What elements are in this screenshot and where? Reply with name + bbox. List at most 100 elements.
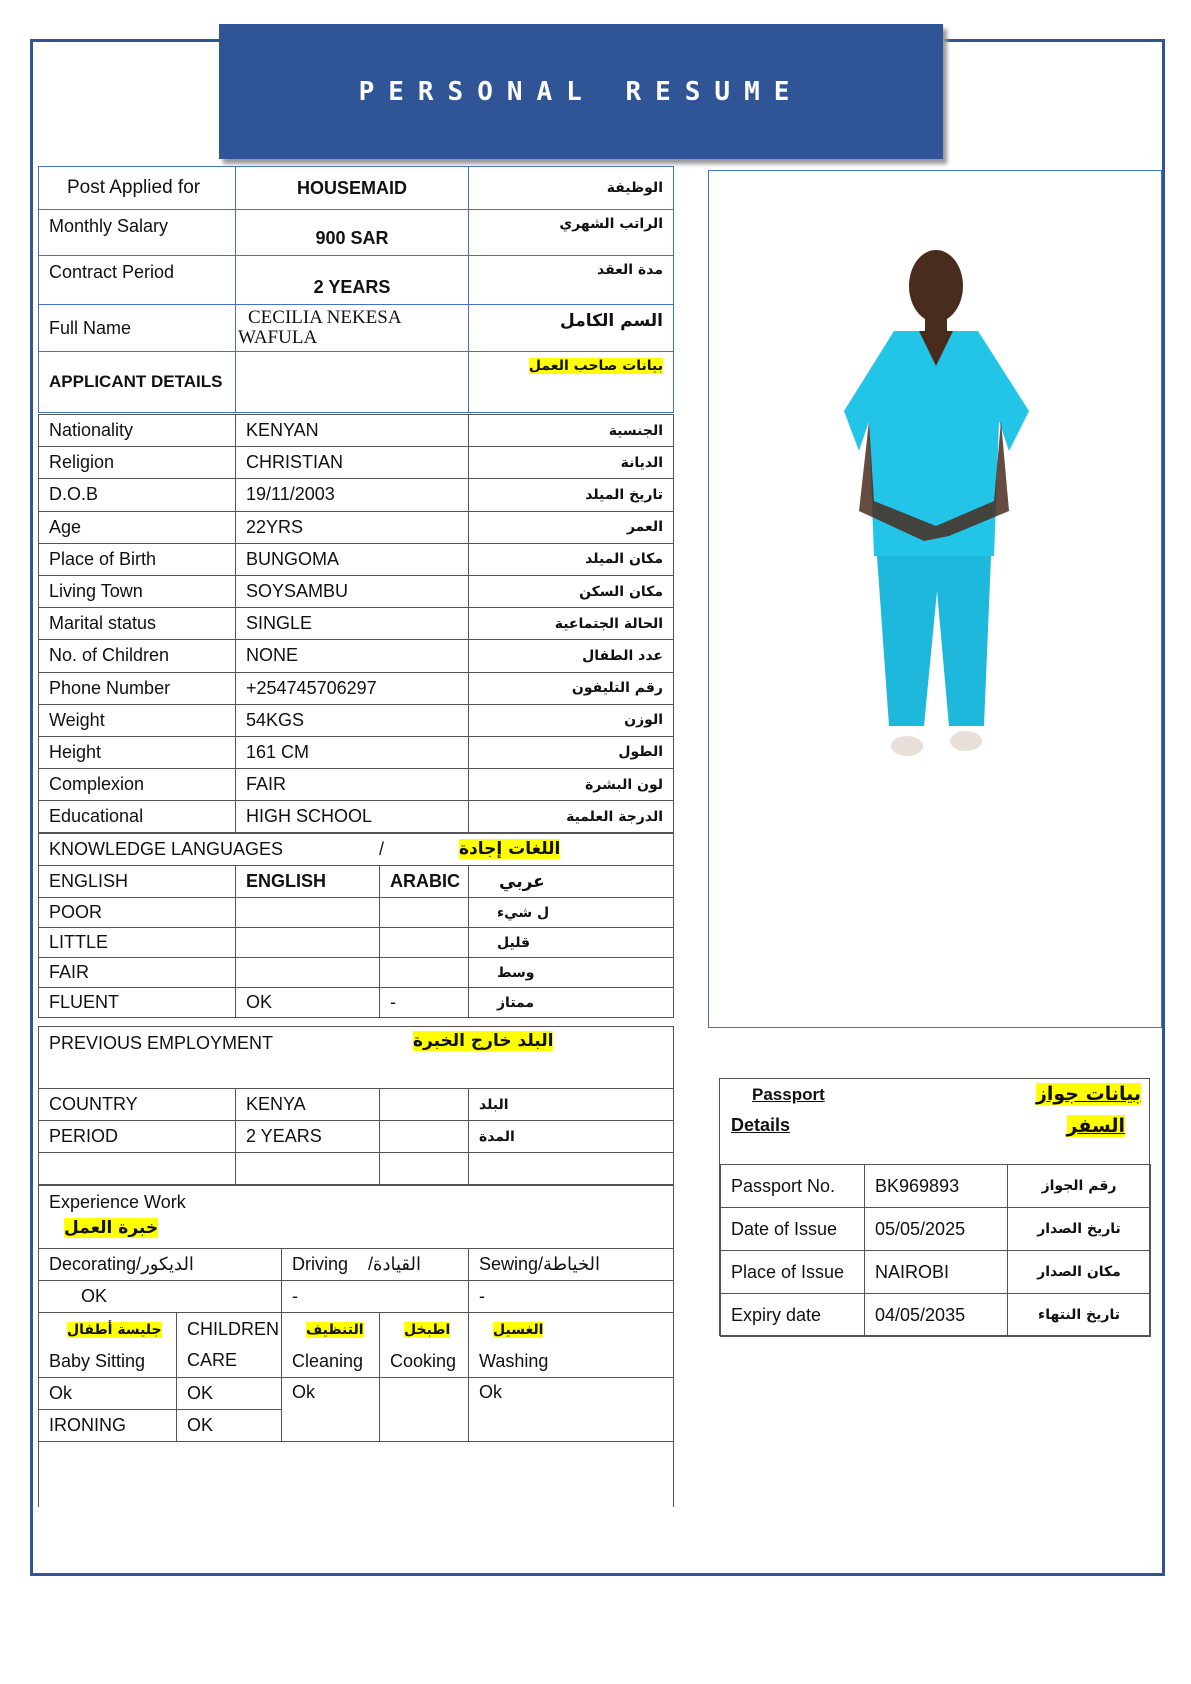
header-table: Post Applied for HOUSEMAID الوظيفة Monthly… [38, 166, 674, 413]
field-arabic: رقم التليفون [468, 671, 674, 705]
employment-extra [379, 1088, 469, 1121]
english-value [235, 927, 380, 958]
page-title: PERSONAL RESUME [358, 76, 804, 107]
level-arabic: ل شيء [468, 897, 674, 928]
table-row: Religion CHRISTIAN الديانة [38, 446, 674, 480]
passport-label: Expiry date [720, 1293, 865, 1337]
field-arabic: عدد الطفال [468, 639, 674, 673]
field-arabic: الجنسية [468, 413, 674, 448]
english-value: OK [235, 987, 380, 1018]
row-post: Post Applied for HOUSEMAID الوظيفة [38, 166, 674, 210]
table-row: Height 161 CM الطول [38, 735, 674, 770]
details-table: Nationality KENYAN الجنسية Religion CHRISTIA… [38, 413, 674, 834]
passport-label: Passport No. [720, 1164, 865, 1208]
applicant-photo [708, 170, 1162, 1028]
field-arabic: تاريخ الميلد [468, 478, 674, 512]
table-row: Nationality KENYAN الجنسية [38, 413, 674, 448]
skills-table: Decorating/الديكور Driving /القيادة Sewing… [38, 1248, 674, 1507]
languages-table: KNOWLEDGE LANGUAGES / اللغات إجادة ENGLISH… [38, 833, 674, 1018]
field-label: D.O.B [38, 478, 236, 512]
field-arabic: الديانة [468, 446, 674, 480]
passport-arabic: تاريخ الصدار [1007, 1207, 1151, 1251]
passport-arabic: رقم الجواز [1007, 1164, 1151, 1208]
field-arabic: مكان السكن [468, 574, 674, 609]
employment-arabic [467, 1152, 675, 1185]
table-row: Passport No. BK969893 رقم الجواز [720, 1164, 1151, 1208]
field-label: Place of Birth [38, 542, 236, 576]
passport-table: Passport No. BK969893 رقم الجواز Date of Is… [720, 1164, 1151, 1337]
row-contract: Contract Period 2 YEARS مدة العقد [38, 255, 674, 305]
level-arabic: وسط [468, 957, 674, 988]
field-label: Phone Number [38, 671, 236, 705]
passport-label: Date of Issue [720, 1207, 865, 1251]
table-row: FAIR وسط [38, 957, 674, 988]
field-value: NONE [235, 639, 469, 673]
experience-table: Experience Work خبرة العمل [38, 1185, 674, 1249]
arabic-value [379, 957, 469, 988]
field-label: Living Town [38, 574, 236, 609]
table-row: Age 22YRS العمر [38, 510, 674, 544]
field-label: Nationality [38, 413, 236, 448]
field-label: Religion [38, 446, 236, 480]
language-level: POOR [38, 897, 236, 928]
title-banner: PERSONAL RESUME [219, 24, 943, 159]
field-arabic: لون البشرة [468, 768, 674, 802]
passport-label: Place of Issue [720, 1250, 865, 1294]
table-row: FLUENT OK - ممتاز [38, 987, 674, 1018]
row-applicant-details: APPLICANT DETAILS بيانات صاحب العمل [38, 351, 674, 413]
arabic-value: - [379, 987, 469, 1018]
table-row: Marital status SINGLE الحالة الجتماعية [38, 607, 674, 641]
employment-label: PERIOD [38, 1120, 236, 1153]
languages-columns: ENGLISH ENGLISH ARABIC عربي [38, 865, 674, 898]
field-arabic: الوزن [468, 703, 674, 737]
field-value: 161 CM [235, 735, 469, 770]
employment-arabic: المدة [467, 1120, 675, 1153]
level-arabic: ممتاز [468, 987, 674, 1018]
employment-value: 2 YEARS [235, 1120, 380, 1153]
employment-table: PREVIOUS EMPLOYMENT البلد خارج الخبرة COU… [37, 1026, 675, 1185]
employment-extra [379, 1152, 469, 1185]
table-row: Educational HIGH SCHOOL الدرجة العلمية [38, 800, 674, 834]
field-value: SINGLE [235, 607, 469, 641]
field-label: Marital status [38, 607, 236, 641]
person-photo [844, 250, 1029, 756]
field-arabic: العمر [468, 510, 674, 544]
employment-label [38, 1152, 236, 1185]
table-row: COUNTRY KENYA البلد [38, 1088, 675, 1121]
table-row: Place of Issue NAIROBI مكان الصدار [720, 1250, 1151, 1294]
passport-arabic: مكان الصدار [1007, 1250, 1151, 1294]
arabic-value [379, 927, 469, 958]
table-row: Complexion FAIR لون البشرة [38, 768, 674, 802]
field-label: Age [38, 510, 236, 544]
field-value: KENYAN [235, 413, 469, 448]
language-level: LITTLE [38, 927, 236, 958]
english-value [235, 897, 380, 928]
table-row: Place of Birth BUNGOMA مكان الميلد [38, 542, 674, 576]
field-value: 22YRS [235, 510, 469, 544]
field-label: Weight [38, 703, 236, 737]
field-value: 54KGS [235, 703, 469, 737]
passport-section: Passport Details بيانات جواز السفر Passp… [719, 1078, 1151, 1337]
field-value: 19/11/2003 [235, 478, 469, 512]
field-arabic: الدرجة العلمية [468, 800, 674, 834]
table-row: Phone Number +254745706297 رقم التليفون [38, 671, 674, 705]
table-row [38, 1152, 675, 1185]
table-row: No. of Children NONE عدد الطفال [38, 639, 674, 673]
field-arabic: الحالة الجتماعية [468, 607, 674, 641]
arabic-value [379, 897, 469, 928]
field-value: SOYSAMBU [235, 574, 469, 609]
row-fullname: Full Name CECILIA NEKESA WAFULA السم الكام… [38, 304, 674, 352]
table-row: D.O.B 19/11/2003 تاريخ الميلد [38, 478, 674, 512]
table-row: Expiry date 04/05/2035 تاريخ النتهاء [720, 1293, 1151, 1337]
employment-extra [379, 1120, 469, 1153]
passport-value: 05/05/2025 [864, 1207, 1008, 1251]
table-row: Date of Issue 05/05/2025 تاريخ الصدار [720, 1207, 1151, 1251]
language-level: FLUENT [38, 987, 236, 1018]
field-arabic: الطول [468, 735, 674, 770]
employment-value [235, 1152, 380, 1185]
field-arabic: مكان الميلد [468, 542, 674, 576]
table-row: PERIOD 2 YEARS المدة [38, 1120, 675, 1153]
table-row: LITTLE قليل [38, 927, 674, 958]
language-level: FAIR [38, 957, 236, 988]
languages-header: KNOWLEDGE LANGUAGES / اللغات إجادة [38, 833, 674, 866]
